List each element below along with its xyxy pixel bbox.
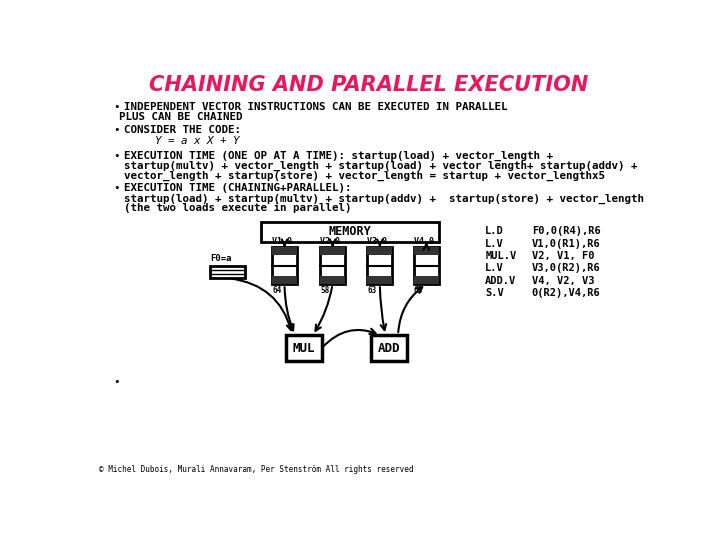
Text: MUL.V: MUL.V	[485, 251, 516, 261]
Text: startup(multv) + vector_length + startup(load) + vector length+ startup(addv) +: startup(multv) + vector_length + startup…	[124, 161, 638, 171]
Text: ADD: ADD	[378, 342, 400, 355]
Text: V2, V1, F0: V2, V1, F0	[532, 251, 594, 261]
Text: 63: 63	[367, 286, 377, 295]
Text: V4 0: V4 0	[414, 237, 434, 246]
Bar	[272, 247, 297, 255]
Text: •: •	[113, 125, 120, 135]
Text: PLUS CAN BE CHAINED: PLUS CAN BE CHAINED	[120, 112, 243, 122]
Text: 58: 58	[320, 286, 330, 295]
Bar	[367, 247, 392, 284]
Text: L.V: L.V	[485, 239, 504, 249]
Text: © Michel Dubois, Murali Annavaram, Per Stenström All rights reserved: © Michel Dubois, Murali Annavaram, Per S…	[99, 465, 414, 475]
Text: vector_length + startup(store) + vector_length = startup + vector_lengthx5: vector_length + startup(store) + vector_…	[124, 171, 605, 181]
Bar	[286, 335, 322, 361]
Text: EXECUTION TIME (ONE OP AT A TIME): startup(load) + vector_length +: EXECUTION TIME (ONE OP AT A TIME): start…	[124, 151, 553, 161]
Text: (the two loads execute in parallel): (the two loads execute in parallel)	[124, 204, 351, 213]
Text: CHAINING AND PARALLEL EXECUTION: CHAINING AND PARALLEL EXECUTION	[149, 75, 589, 95]
Text: MUL: MUL	[292, 342, 315, 355]
Text: V1,0(R1),R6: V1,0(R1),R6	[532, 239, 600, 249]
Text: V1 0: V1 0	[272, 237, 292, 246]
Bar	[367, 247, 392, 255]
Bar	[372, 335, 407, 361]
Text: 0(R2),V4,R6: 0(R2),V4,R6	[532, 288, 600, 298]
Text: •: •	[113, 151, 120, 161]
Bar	[210, 266, 245, 278]
Bar	[414, 247, 438, 255]
Text: •: •	[113, 184, 120, 193]
Bar	[272, 247, 297, 284]
Text: V4, V2, V3: V4, V2, V3	[532, 276, 594, 286]
Text: ADD.V: ADD.V	[485, 276, 516, 286]
Text: MEMORY: MEMORY	[328, 225, 371, 238]
Text: INDEPENDENT VECTOR INSTRUCTIONS CAN BE EXECUTED IN PARALLEL: INDEPENDENT VECTOR INSTRUCTIONS CAN BE E…	[124, 102, 508, 112]
Bar	[367, 276, 392, 284]
Text: F0=a: F0=a	[210, 254, 232, 264]
Text: V2 0: V2 0	[320, 237, 340, 246]
Bar	[414, 247, 438, 284]
Text: V3,0(R2),R6: V3,0(R2),R6	[532, 264, 600, 273]
Text: •: •	[113, 102, 120, 112]
Bar	[320, 276, 345, 284]
Text: startup(load) + startup(multv) + startup(addv) +  startup(store) + vector_length: startup(load) + startup(multv) + startup…	[124, 193, 644, 204]
Bar	[320, 247, 345, 255]
Text: L.V: L.V	[485, 264, 504, 273]
Bar	[272, 276, 297, 284]
Bar	[320, 247, 345, 284]
Bar	[261, 222, 438, 242]
Text: CONSIDER THE CODE:: CONSIDER THE CODE:	[124, 125, 241, 135]
Text: V3 0: V3 0	[367, 237, 387, 246]
Bar	[414, 276, 438, 284]
Text: •: •	[113, 377, 120, 387]
Text: F0,0(R4),R6: F0,0(R4),R6	[532, 226, 600, 237]
Text: EXECUTION TIME (CHAINING+PARALLEL):: EXECUTION TIME (CHAINING+PARALLEL):	[124, 184, 351, 193]
Text: 63: 63	[414, 286, 423, 295]
Text: S.V: S.V	[485, 288, 504, 298]
Text: 64: 64	[272, 286, 282, 295]
Text: Y = a x X + Y: Y = a x X + Y	[155, 136, 240, 146]
Text: L.D: L.D	[485, 226, 504, 237]
